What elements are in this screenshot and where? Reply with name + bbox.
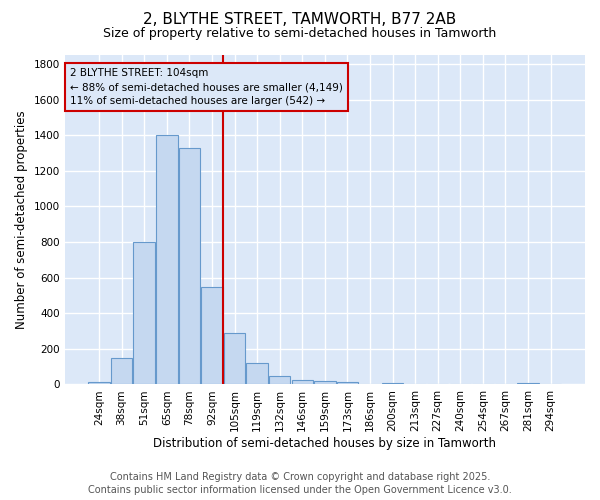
Text: 2 BLYTHE STREET: 104sqm
← 88% of semi-detached houses are smaller (4,149)
11% of: 2 BLYTHE STREET: 104sqm ← 88% of semi-de…: [70, 68, 343, 106]
Bar: [269, 376, 290, 384]
Text: Contains HM Land Registry data © Crown copyright and database right 2025.
Contai: Contains HM Land Registry data © Crown c…: [88, 472, 512, 495]
Bar: [517, 383, 539, 384]
Bar: [382, 382, 403, 384]
Bar: [247, 363, 268, 384]
Bar: [224, 333, 245, 384]
X-axis label: Distribution of semi-detached houses by size in Tamworth: Distribution of semi-detached houses by …: [154, 437, 496, 450]
Bar: [88, 382, 110, 384]
Bar: [292, 380, 313, 384]
Bar: [337, 382, 358, 384]
Bar: [111, 358, 133, 384]
Bar: [314, 381, 335, 384]
Bar: [201, 286, 223, 384]
Bar: [133, 242, 155, 384]
Bar: [179, 148, 200, 384]
Text: 2, BLYTHE STREET, TAMWORTH, B77 2AB: 2, BLYTHE STREET, TAMWORTH, B77 2AB: [143, 12, 457, 28]
Bar: [156, 135, 178, 384]
Text: Size of property relative to semi-detached houses in Tamworth: Size of property relative to semi-detach…: [103, 28, 497, 40]
Y-axis label: Number of semi-detached properties: Number of semi-detached properties: [15, 110, 28, 329]
